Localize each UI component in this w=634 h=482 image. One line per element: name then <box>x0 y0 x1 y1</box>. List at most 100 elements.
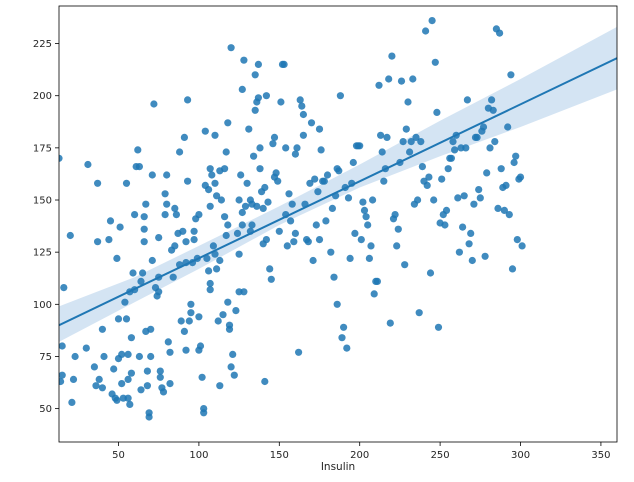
data-point <box>359 198 367 206</box>
data-point <box>143 382 151 390</box>
data-point <box>187 309 195 317</box>
data-point <box>250 152 258 160</box>
data-point <box>82 344 90 352</box>
data-point <box>290 238 298 246</box>
data-point <box>137 386 145 394</box>
data-point <box>356 142 364 150</box>
data-point <box>328 204 336 212</box>
data-point <box>224 119 232 127</box>
data-point <box>261 183 269 192</box>
data-point <box>397 77 406 85</box>
data-point <box>206 286 214 294</box>
data-point <box>253 202 261 210</box>
data-point <box>510 158 518 167</box>
data-point <box>454 194 462 202</box>
data-point <box>378 148 386 156</box>
data-point <box>98 384 106 392</box>
data-point <box>179 227 187 235</box>
data-point <box>184 96 192 104</box>
data-point <box>131 211 139 219</box>
data-point <box>161 190 169 198</box>
data-point <box>156 367 164 375</box>
data-point <box>296 96 304 104</box>
data-point <box>200 409 208 417</box>
data-point <box>163 200 171 208</box>
data-point <box>216 256 224 265</box>
data-point <box>206 279 214 288</box>
data-point <box>386 319 394 327</box>
x-tick-label: 50 <box>112 450 125 461</box>
data-point <box>219 311 227 319</box>
data-point <box>106 217 115 225</box>
data-point <box>467 229 475 237</box>
data-point <box>169 273 177 281</box>
data-point <box>431 58 439 66</box>
data-point <box>399 138 407 146</box>
data-point <box>423 181 431 189</box>
data-point <box>346 254 354 262</box>
data-point <box>304 238 312 246</box>
data-point <box>217 196 225 204</box>
data-point <box>235 250 243 258</box>
data-point <box>59 154 63 162</box>
data-point <box>335 167 343 175</box>
data-point <box>388 52 396 60</box>
confidence-band <box>59 26 617 342</box>
data-point <box>274 177 282 185</box>
data-point <box>512 152 520 160</box>
data-point <box>135 352 143 361</box>
data-point <box>483 169 491 177</box>
data-point <box>182 238 190 246</box>
data-point <box>261 377 269 386</box>
data-point <box>414 196 422 204</box>
data-point <box>377 131 385 139</box>
data-point <box>283 242 291 250</box>
data-point <box>380 177 388 185</box>
data-point <box>394 225 402 233</box>
data-point <box>370 290 378 298</box>
data-point <box>71 352 79 361</box>
data-point <box>375 81 383 89</box>
data-point <box>140 213 148 221</box>
data-point <box>147 325 155 333</box>
data-point <box>309 256 317 265</box>
data-point <box>365 254 373 262</box>
data-point <box>156 373 164 381</box>
data-point <box>280 60 288 68</box>
data-point <box>180 327 188 335</box>
data-point <box>489 106 497 114</box>
data-point <box>98 325 106 333</box>
data-points <box>59 17 526 421</box>
data-point <box>195 313 203 321</box>
data-point <box>367 242 375 250</box>
data-point <box>166 380 174 388</box>
data-point <box>349 158 357 167</box>
data-point <box>185 317 193 325</box>
y-tick-label: 150 <box>33 196 52 207</box>
data-point <box>238 221 246 229</box>
data-point <box>182 346 190 354</box>
data-point <box>364 221 372 229</box>
data-point <box>256 165 264 173</box>
data-point <box>238 85 246 93</box>
plot-frame <box>58 5 618 443</box>
data-point <box>139 269 147 277</box>
data-point <box>460 192 468 200</box>
data-point <box>277 98 285 106</box>
regression-line <box>59 57 617 327</box>
data-point <box>505 211 513 219</box>
data-point <box>177 317 185 325</box>
data-point <box>476 194 484 202</box>
data-point <box>441 221 449 229</box>
data-point <box>369 196 377 204</box>
data-point <box>315 236 324 244</box>
data-point <box>336 92 344 100</box>
data-point <box>340 323 348 331</box>
data-point <box>222 148 230 156</box>
data-point <box>225 325 234 333</box>
data-point <box>282 144 290 152</box>
data-point <box>412 133 420 141</box>
x-tick-label: 250 <box>431 450 450 461</box>
data-point <box>187 300 195 308</box>
data-point <box>251 71 259 79</box>
